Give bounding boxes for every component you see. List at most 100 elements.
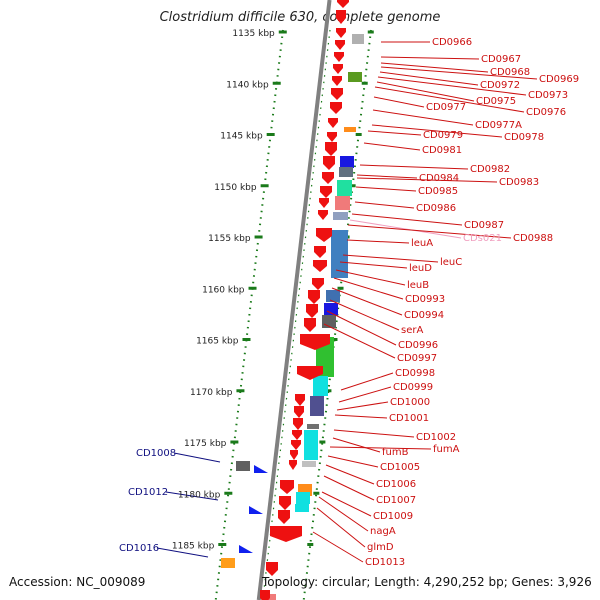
feature-block [340,156,354,168]
strand-divider-axis [262,29,331,600]
gene-label: nagA [370,526,396,537]
feature-block [324,303,338,315]
gene-arrow [337,0,349,8]
label-leader-line [380,62,489,73]
feature-block [304,430,318,460]
label-leader-line [356,177,498,183]
label-leader-line [333,429,415,438]
gene-label: CDs021 [463,233,502,244]
gene-arrow [308,290,320,304]
genome-backbone [256,0,332,600]
gene-label: CD1013 [365,557,405,568]
gene-arrow [334,52,344,62]
gene-label: CD0994 [404,310,444,321]
feature-block [348,72,362,82]
genes-value: 3,926 [557,575,592,589]
gene-arrow [332,76,342,86]
feature-block [344,127,356,132]
label-leader-line [316,507,366,548]
gene-arrow [318,210,328,220]
gene-label: leuC [440,257,462,268]
gene-label-left: CD1008 [136,448,176,459]
gene-arrow [336,10,346,24]
feature-block [337,180,352,196]
gene-label: CD0998 [395,368,435,379]
label-leader-line [338,386,392,403]
tick-label: 1150 kbp [214,183,257,193]
tick-label: 1175 kbp [184,439,227,449]
label-leader-line [374,86,525,113]
gene-label: CD1007 [376,495,416,506]
label-leader-line [325,464,375,485]
tick-label: 1180 kbp [178,490,221,500]
label-leader-line [342,254,439,263]
gene-label: CD0979 [423,130,463,141]
gene-arrow [325,142,337,156]
gene-arrow [293,418,303,430]
tick-label: 1145 kbp [220,132,263,142]
gene-label: CD0986 [416,203,456,214]
label-leader-line [323,475,375,501]
feature-block [352,34,364,44]
gene-label: glmD [367,542,394,553]
label-leader-line [367,130,422,136]
feature-block [313,376,328,396]
topology-value: circular [321,575,367,589]
gene-label: CD0993 [405,294,445,305]
label-leader-line-left [173,452,221,463]
label-leader-line [327,455,379,468]
gene-label: leuB [407,280,429,291]
gene-arrow [306,304,318,318]
feature-block [326,290,340,302]
gene-arrow [335,40,345,50]
gene-label: CD0973 [528,90,568,101]
gene-arrow-blue [239,545,253,553]
gene-arrow [328,118,338,128]
gene-arrow [304,318,316,332]
feature-block [333,212,348,220]
gene-label: CD1009 [373,511,413,522]
gene-arrow [333,64,343,74]
gene-arrow [297,366,323,380]
feature-block [221,558,235,568]
gene-label: CD1001 [389,413,429,424]
gene-label: fumB [382,447,409,458]
gene-arrow [270,526,302,542]
feature-block [296,492,310,504]
label-leader-line [380,56,480,60]
gene-arrow [291,440,301,450]
label-leader-line [326,310,397,346]
gene-label-left: CD1016 [119,543,159,554]
tick-label: 1155 kbp [208,234,251,244]
gene-label: CD0988 [513,233,553,244]
gene-arrow-blue [249,506,263,514]
gene-label: CD0977A [475,120,522,131]
gene-label-left: CD1012 [128,487,168,498]
label-leader-line [359,164,469,170]
gene-label: CD1002 [416,432,456,443]
label-leader-line [312,531,364,563]
label-leader-line-left [156,547,209,558]
outer-left-axis [214,29,284,600]
gene-label: CD0975 [476,96,516,107]
label-leader-line [329,299,400,331]
label-leader-line [380,66,538,80]
label-leader-line [363,142,421,151]
label-leader-line [376,81,475,102]
gene-arrow-blue [254,465,268,473]
gene-arrow [260,590,270,600]
gene-arrow [323,156,335,170]
tick-label: 1140 kbp [226,80,269,90]
gene-label: CD1006 [376,479,416,490]
tick-label: 1170 kbp [190,388,233,398]
accession-label: Accession: [9,575,73,589]
gene-arrow [289,460,297,470]
feature-block [339,167,353,177]
gene-label: CD0966 [432,37,472,48]
label-leader-line [349,219,462,239]
gene-arrow [322,172,334,184]
label-leader-line [346,239,410,244]
gene-arrow [290,450,298,460]
label-leader-line [332,437,381,453]
gene-arrow [312,278,324,290]
